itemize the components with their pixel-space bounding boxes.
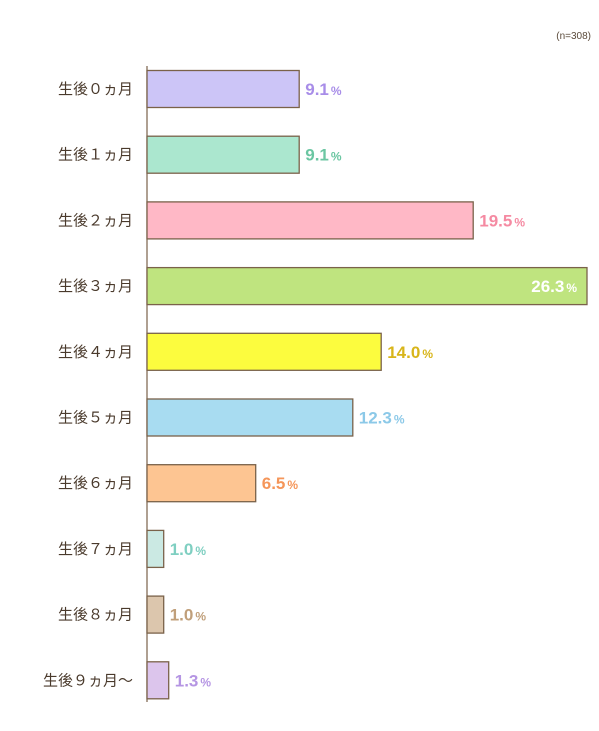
data-label-unit: %	[422, 347, 433, 361]
data-label-unit: %	[287, 478, 298, 492]
data-label-unit: %	[514, 215, 525, 229]
data-label-unit: %	[200, 675, 211, 689]
data-label: 1.0%	[170, 606, 207, 625]
bar	[146, 464, 257, 503]
data-label-value: 19.5	[479, 211, 512, 230]
data-label-value: 1.0	[170, 540, 194, 559]
data-label-unit: %	[394, 413, 405, 427]
bar-group: 生後３ヵ月 26.3%	[58, 266, 588, 306]
data-label-value: 9.1	[305, 146, 329, 165]
data-label: 1.3%	[175, 671, 212, 690]
data-label: 1.0%	[170, 540, 207, 559]
category-label: 生後３ヵ月	[58, 277, 133, 295]
bar-group: 生後８ヵ月 1.0%	[58, 595, 207, 634]
data-label: 6.5%	[262, 474, 299, 493]
bar-group: 生後７ヵ月 1.0%	[58, 529, 207, 569]
sample-size-note: (n=308)	[556, 31, 591, 42]
category-label: 生後２ヵ月	[58, 211, 133, 229]
bar-group: 生後６ヵ月 6.5%	[58, 464, 299, 503]
category-label: 生後７ヵ月	[58, 540, 133, 558]
data-label-unit: %	[195, 544, 206, 558]
data-label: 12.3%	[359, 409, 405, 428]
data-label: 9.1%	[305, 146, 342, 165]
bar	[146, 529, 165, 569]
bar	[146, 398, 354, 437]
data-label: 14.0%	[387, 343, 433, 362]
data-label: 19.5%	[479, 211, 525, 230]
bar	[146, 332, 382, 371]
bar-group: 生後９ヵ月〜 1.3%	[43, 661, 212, 700]
data-label: 9.1%	[305, 80, 342, 99]
data-label-value: 6.5	[262, 474, 286, 493]
category-label: 生後１ヵ月	[58, 146, 133, 164]
category-label: 生後４ヵ月	[58, 343, 133, 361]
data-label-unit: %	[331, 150, 342, 164]
bar	[146, 266, 588, 306]
category-label: 生後５ヵ月	[58, 409, 133, 427]
bar-group: 生後５ヵ月 12.3%	[58, 398, 405, 437]
bar-group: 生後１ヵ月 9.1%	[58, 135, 342, 174]
bar	[146, 135, 300, 174]
data-label-value: 12.3	[359, 409, 392, 428]
data-label-unit: %	[195, 610, 206, 624]
data-label-value: 1.0	[170, 606, 194, 625]
data-label-unit: %	[331, 84, 342, 98]
data-label-value: 14.0	[387, 343, 420, 362]
data-label-value: 1.3	[175, 671, 199, 690]
category-label: 生後８ヵ月	[58, 606, 133, 624]
bar-group: 生後４ヵ月 14.0%	[58, 332, 433, 371]
category-label: 生後６ヵ月	[58, 474, 133, 492]
data-label-value: 9.1	[305, 80, 329, 99]
category-label: 生後０ヵ月	[58, 80, 133, 98]
bar	[146, 201, 474, 240]
data-label-value: 26.3	[531, 277, 564, 296]
bar-group: 生後０ヵ月 9.1%	[58, 69, 342, 109]
data-label: 26.3%	[531, 277, 577, 296]
bar	[146, 595, 165, 634]
bar-group: 生後２ヵ月 19.5%	[58, 201, 525, 240]
bar	[146, 69, 300, 109]
bar	[146, 661, 170, 700]
category-label: 生後９ヵ月〜	[43, 671, 133, 689]
data-label-unit: %	[566, 281, 577, 295]
